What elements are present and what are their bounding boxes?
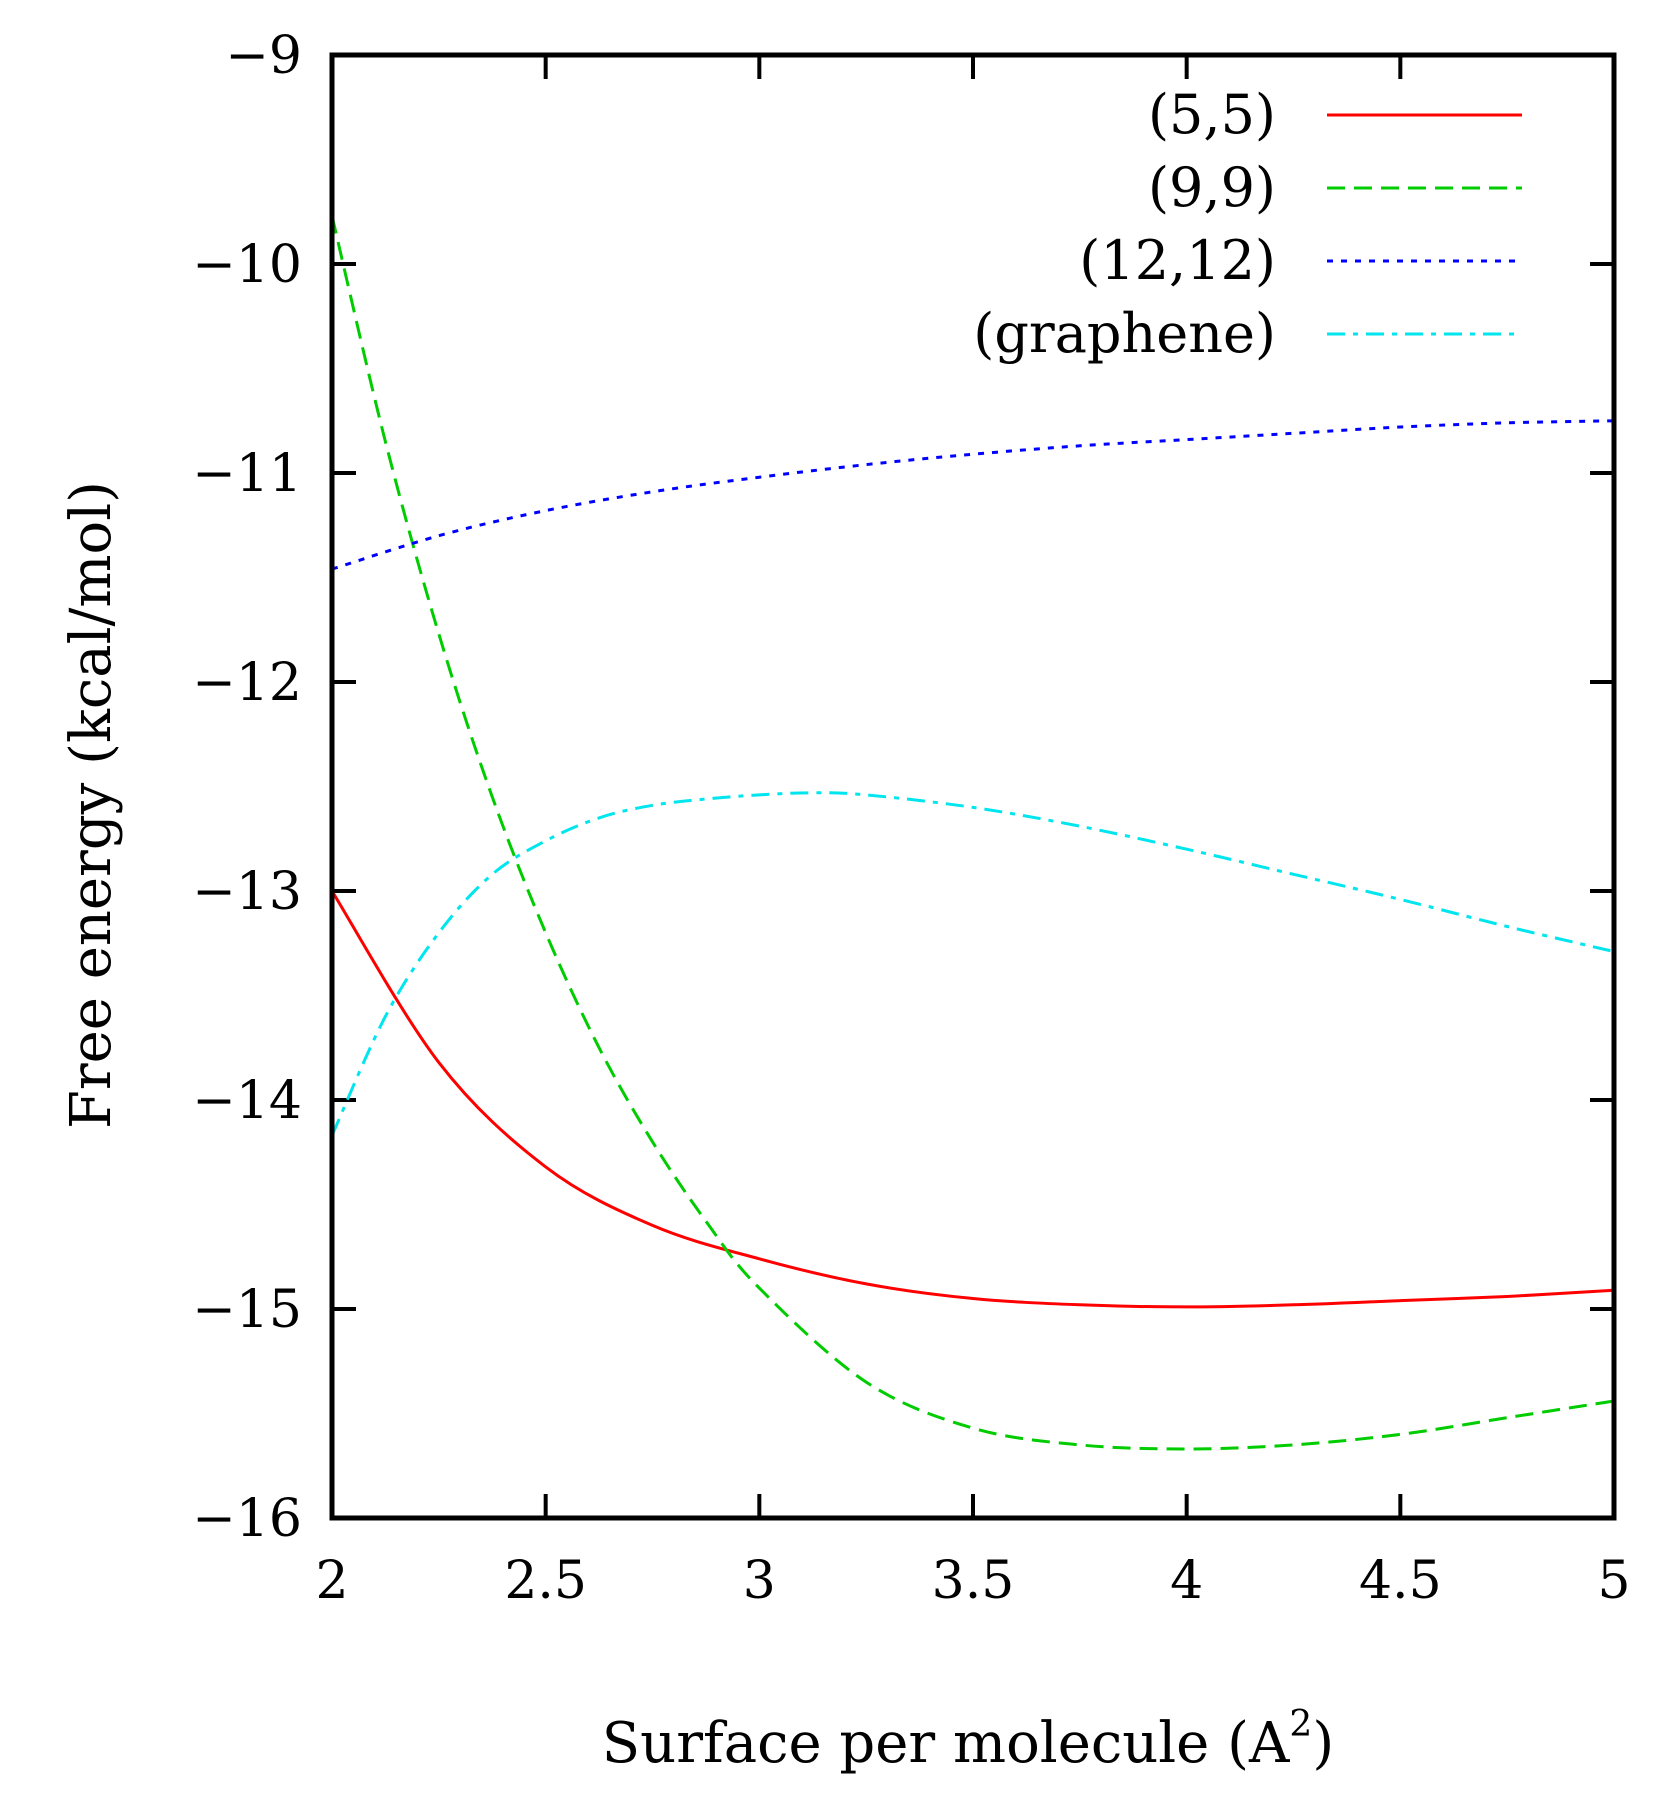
y-tick-label: −11 [192, 444, 302, 504]
series-line-4 [332, 791, 1614, 1137]
x-axis-title-close: ) [1312, 1711, 1334, 1776]
legend: (5,5) (9,9) (12,12) (graphene) [973, 83, 1522, 365]
x-axis-title: Surface per molecule (A2) [602, 1704, 1334, 1776]
series-layer [332, 215, 1614, 1451]
x-tick-label: 2.5 [504, 1551, 587, 1611]
y-tick-label: −13 [192, 862, 302, 922]
series-line-3 [332, 419, 1614, 571]
x-axis-title-text: Surface per molecule (A [602, 1711, 1290, 1776]
x-axis-title-superscript: 2 [1289, 1704, 1312, 1745]
series-line-2 [332, 215, 1614, 1451]
plot-frame [329, 52, 1617, 1521]
x-tick-label: 4.5 [1359, 1551, 1442, 1611]
y-tick-label: −14 [192, 1071, 302, 1131]
x-tick-label: 4 [1170, 1551, 1203, 1611]
x-tick-label: 2 [315, 1551, 348, 1611]
series-line-1 [332, 890, 1614, 1309]
y-tick-label: −16 [192, 1489, 302, 1549]
y-axis-title: Free energy (kcal/mol) [59, 481, 124, 1129]
y-tick-label: −9 [225, 26, 302, 86]
legend-label-1: (5,5) [1148, 83, 1276, 146]
x-tick-labels: 2 2.5 3 3.5 4 4.5 5 [315, 1551, 1630, 1611]
y-tick-label: −15 [192, 1280, 302, 1340]
y-tick-label: −10 [192, 235, 302, 295]
y-tick-label: −12 [192, 653, 302, 713]
x-tick-label: 3.5 [932, 1551, 1015, 1611]
legend-label-3: (12,12) [1079, 229, 1276, 292]
y-tick-labels: −16 −15 −14 −13 −12 −11 −10 −9 [192, 26, 302, 1549]
legend-label-4: (graphene) [973, 302, 1276, 365]
x-tick-label: 5 [1597, 1551, 1630, 1611]
legend-label-2: (9,9) [1148, 156, 1276, 219]
x-tick-label: 3 [743, 1551, 776, 1611]
